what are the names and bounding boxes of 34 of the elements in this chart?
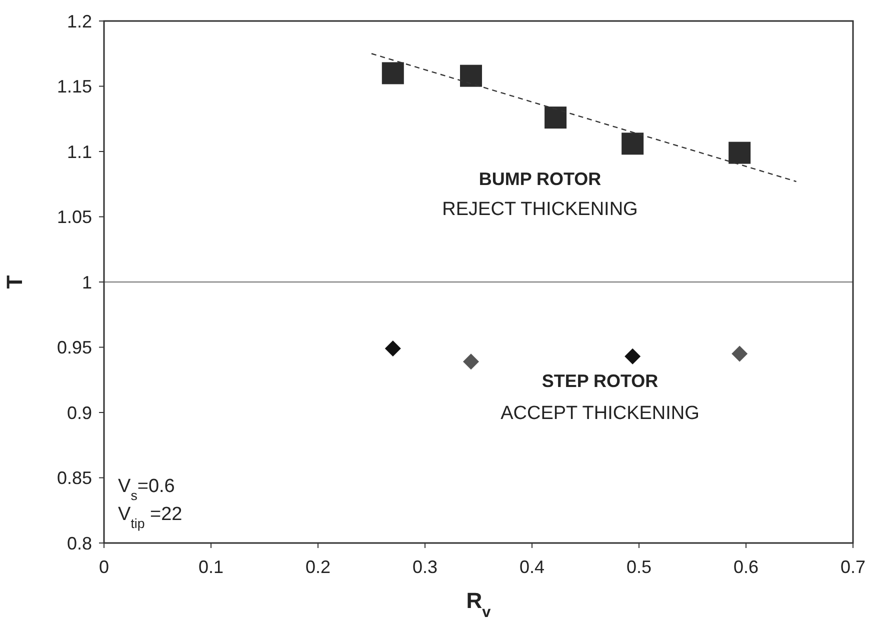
y-tick-label: 0.8 [66,533,92,554]
x-tick-label: 0.7 [840,557,866,577]
point [544,106,567,129]
point [732,346,748,362]
y-tick-label: 1.05 [56,207,92,228]
point [622,132,644,155]
point [384,340,401,357]
annotation: STEP ROTOR [542,371,658,391]
x-tick-label: 0.4 [519,557,545,577]
y-tick-label: 0.9 [66,402,92,423]
x-tick-label: 0.3 [412,557,438,577]
x-axis-title: R$_{v}$ [466,588,492,620]
x-tick-label: 0.1 [198,557,224,577]
annotation: V$_{s}$=0.6 [118,476,175,502]
x-tick-label: 0.5 [626,557,652,577]
x-tick-label: 0 [98,557,110,577]
y-tick-label: 1.1 [66,142,92,162]
point [382,62,404,84]
y-tick-label: 0.85 [56,468,92,488]
x-tick-label: 0.2 [305,557,331,577]
x-tick-label: 0.6 [733,557,759,577]
annotation: BUMP ROTOR [478,169,602,189]
point [624,348,641,364]
y-tick-label: 0.95 [56,338,92,358]
annotation: ACCEPT THICKENING [500,403,700,424]
point [460,64,482,87]
annotation: V$_{tip}$ =22 [118,504,182,530]
point [463,354,480,370]
annotation: REJECT THICKENING [442,199,638,220]
y-tick-label: 1.15 [56,76,92,97]
y-tick-label: 1 [82,272,92,292]
point [728,142,751,164]
y-axis-title: T [2,274,27,289]
y-tick-label: 1.2 [66,11,92,32]
